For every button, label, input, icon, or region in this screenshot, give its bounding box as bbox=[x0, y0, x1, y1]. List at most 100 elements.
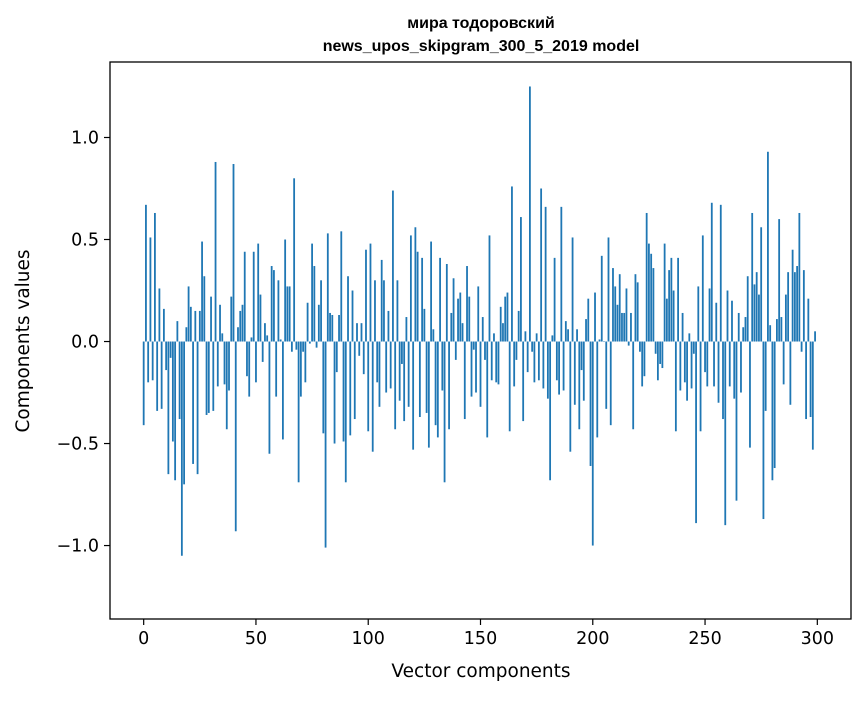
bar-297 bbox=[809, 341, 812, 418]
bar-193 bbox=[576, 329, 578, 342]
bar-68 bbox=[295, 341, 298, 350]
bar-298 bbox=[811, 341, 814, 450]
bar-48 bbox=[250, 337, 253, 342]
bar-228 bbox=[654, 341, 657, 354]
bar-82 bbox=[326, 233, 329, 342]
bar-65 bbox=[288, 286, 291, 342]
bar-255 bbox=[715, 302, 718, 342]
bar-91 bbox=[347, 276, 349, 342]
bar-22 bbox=[192, 341, 194, 464]
bar-290 bbox=[793, 272, 796, 342]
bar-12 bbox=[169, 341, 172, 358]
bar-162 bbox=[506, 292, 509, 342]
bar-292 bbox=[798, 212, 801, 342]
bar-293 bbox=[800, 341, 803, 352]
bar-295 bbox=[805, 341, 807, 420]
bar-182 bbox=[551, 335, 554, 342]
bar-265 bbox=[737, 312, 740, 342]
bar-105 bbox=[378, 341, 381, 407]
bar-273 bbox=[755, 272, 758, 342]
bar-141 bbox=[459, 292, 462, 342]
bar-287 bbox=[787, 272, 790, 342]
bar-72 bbox=[304, 341, 307, 383]
bar-1 bbox=[145, 204, 147, 342]
bar-123 bbox=[418, 341, 421, 418]
bar-254 bbox=[713, 341, 715, 387]
bar-232 bbox=[663, 243, 666, 342]
bar-0 bbox=[142, 341, 145, 426]
y-tick-label-1: −0.5 bbox=[57, 435, 100, 455]
bar-202 bbox=[596, 341, 599, 438]
bar-275 bbox=[760, 227, 763, 342]
bar-249 bbox=[701, 235, 704, 342]
bar-286 bbox=[784, 294, 787, 342]
bar-158 bbox=[497, 341, 500, 385]
bar-268 bbox=[744, 317, 747, 342]
bar-53 bbox=[261, 341, 264, 362]
bar-279 bbox=[769, 325, 772, 342]
bar-274 bbox=[758, 294, 760, 342]
bar-181 bbox=[549, 341, 552, 481]
bar-146 bbox=[470, 341, 473, 397]
bar-83 bbox=[329, 312, 331, 342]
bar-231 bbox=[661, 341, 664, 369]
bar-113 bbox=[396, 280, 399, 342]
bar-173 bbox=[531, 341, 534, 352]
bar-127 bbox=[427, 341, 430, 448]
bar-112 bbox=[394, 341, 397, 430]
bar-270 bbox=[749, 341, 751, 448]
bar-41 bbox=[234, 341, 237, 532]
bar-118 bbox=[407, 341, 410, 407]
bar-156 bbox=[493, 333, 495, 342]
bar-236 bbox=[672, 290, 675, 342]
bar-269 bbox=[746, 276, 749, 342]
bar-263 bbox=[733, 341, 736, 399]
bar-262 bbox=[731, 300, 733, 342]
x-tick-label-4: 200 bbox=[576, 629, 609, 649]
bar-159 bbox=[499, 306, 502, 342]
bar-296 bbox=[807, 298, 810, 342]
bar-46 bbox=[246, 341, 248, 377]
bar-34 bbox=[219, 304, 221, 342]
bar-4 bbox=[151, 341, 154, 381]
bar-267 bbox=[742, 327, 745, 342]
bar-145 bbox=[468, 296, 471, 342]
bar-108 bbox=[385, 341, 388, 393]
bar-28 bbox=[205, 341, 208, 415]
bar-208 bbox=[609, 341, 612, 426]
bar-285 bbox=[782, 341, 785, 385]
bar-49 bbox=[252, 251, 255, 342]
bar-7 bbox=[158, 288, 161, 342]
bar-243 bbox=[688, 333, 691, 342]
bar-10 bbox=[165, 341, 168, 371]
bar-192 bbox=[573, 341, 576, 405]
plot-frame bbox=[109, 61, 852, 620]
bar-19 bbox=[185, 327, 188, 342]
x-tick-label-2: 100 bbox=[352, 629, 385, 649]
bar-204 bbox=[600, 255, 603, 342]
bar-225 bbox=[648, 243, 650, 342]
bar-55 bbox=[266, 335, 269, 342]
bar-196 bbox=[582, 341, 585, 401]
bar-136 bbox=[448, 341, 450, 430]
bar-149 bbox=[477, 286, 480, 342]
bar-100 bbox=[367, 341, 370, 432]
bar-11 bbox=[167, 341, 170, 475]
bar-120 bbox=[412, 341, 415, 450]
y-tick-label-3: 0.5 bbox=[71, 231, 99, 251]
bar-119 bbox=[409, 235, 412, 342]
bar-93 bbox=[351, 290, 354, 342]
bar-291 bbox=[796, 266, 799, 342]
chart-subtitle: news_upos_skipgram_300_5_2019 model bbox=[323, 38, 640, 55]
bar-190 bbox=[569, 341, 572, 452]
bar-39 bbox=[230, 296, 233, 342]
bar-235 bbox=[670, 257, 673, 342]
bar-261 bbox=[728, 341, 731, 387]
bar-213 bbox=[621, 312, 623, 342]
bar-216 bbox=[627, 341, 630, 346]
bar-107 bbox=[383, 280, 385, 342]
bar-241 bbox=[683, 341, 686, 383]
bar-17 bbox=[180, 341, 183, 556]
bar-185 bbox=[558, 341, 560, 395]
bar-69 bbox=[297, 341, 300, 483]
